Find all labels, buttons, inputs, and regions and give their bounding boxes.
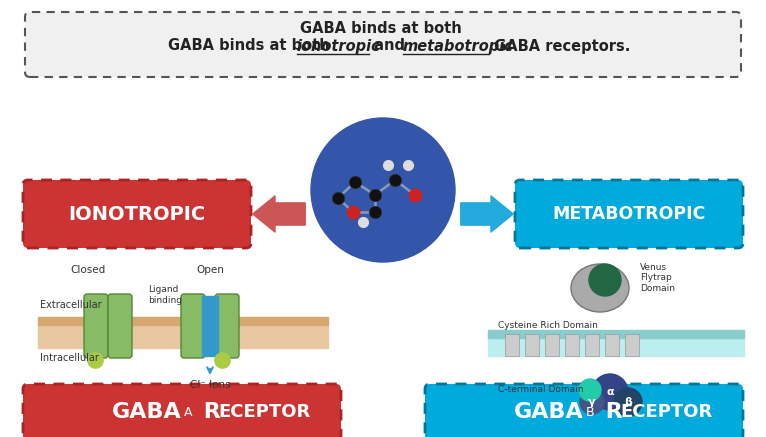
FancyBboxPatch shape [215,294,239,358]
Text: and: and [369,38,410,53]
FancyBboxPatch shape [23,384,341,437]
Bar [585,334,599,356]
Circle shape [311,118,455,262]
Text: metabotropic: metabotropic [403,38,514,53]
Text: GABA binds at both: GABA binds at both [168,38,335,53]
Circle shape [592,374,628,410]
Bar [38,326,328,348]
Text: R: R [598,402,623,422]
Ellipse shape [571,264,629,312]
FancyArrowPatch shape [253,196,305,232]
Text: Closed: Closed [70,265,106,275]
Text: METABOTROPIC: METABOTROPIC [552,205,705,223]
FancyBboxPatch shape [425,384,743,437]
FancyBboxPatch shape [515,180,743,248]
Bar [505,334,519,356]
Circle shape [589,264,621,296]
Circle shape [579,379,601,401]
Text: Cl⁻ Ions: Cl⁻ Ions [190,380,231,390]
FancyArrowPatch shape [461,196,513,232]
Text: Venus
Flytrap
Domain: Venus Flytrap Domain [640,263,675,293]
Text: β: β [624,397,632,407]
Text: GABA receptors.: GABA receptors. [489,38,630,53]
Circle shape [580,390,604,414]
Text: Ligand
binding: Ligand binding [148,285,182,305]
Text: GABA binds at both: GABA binds at both [300,21,466,71]
Text: IONOTROPIC: IONOTROPIC [68,205,205,223]
Text: ionotropic: ionotropic [297,38,381,53]
Text: R: R [196,402,221,422]
Text: B: B [586,406,594,419]
Bar [488,330,744,338]
Text: Extracellular: Extracellular [40,300,102,310]
Text: Intracellular: Intracellular [40,353,99,363]
Text: ECEPTOR: ECEPTOR [218,403,310,421]
FancyBboxPatch shape [84,294,108,358]
Text: ECEPTOR: ECEPTOR [620,403,712,421]
Bar [202,296,218,356]
Text: C-terminal Domain: C-terminal Domain [498,385,584,395]
Bar [545,334,559,356]
Text: γ: γ [588,397,596,407]
FancyBboxPatch shape [108,294,132,358]
Text: GABA: GABA [113,402,182,422]
Bar [38,317,328,325]
Circle shape [614,388,642,416]
Text: α: α [606,387,614,397]
Text: GABA: GABA [514,402,584,422]
Text: Cysteine Rich Domain: Cysteine Rich Domain [498,320,598,329]
FancyBboxPatch shape [181,294,205,358]
Bar [605,334,619,356]
Bar [565,334,579,356]
Bar [625,334,639,356]
Bar [488,334,744,356]
FancyBboxPatch shape [23,180,251,248]
Bar [525,334,539,356]
Text: A: A [184,406,192,419]
Text: Open: Open [196,265,224,275]
FancyBboxPatch shape [25,12,741,77]
